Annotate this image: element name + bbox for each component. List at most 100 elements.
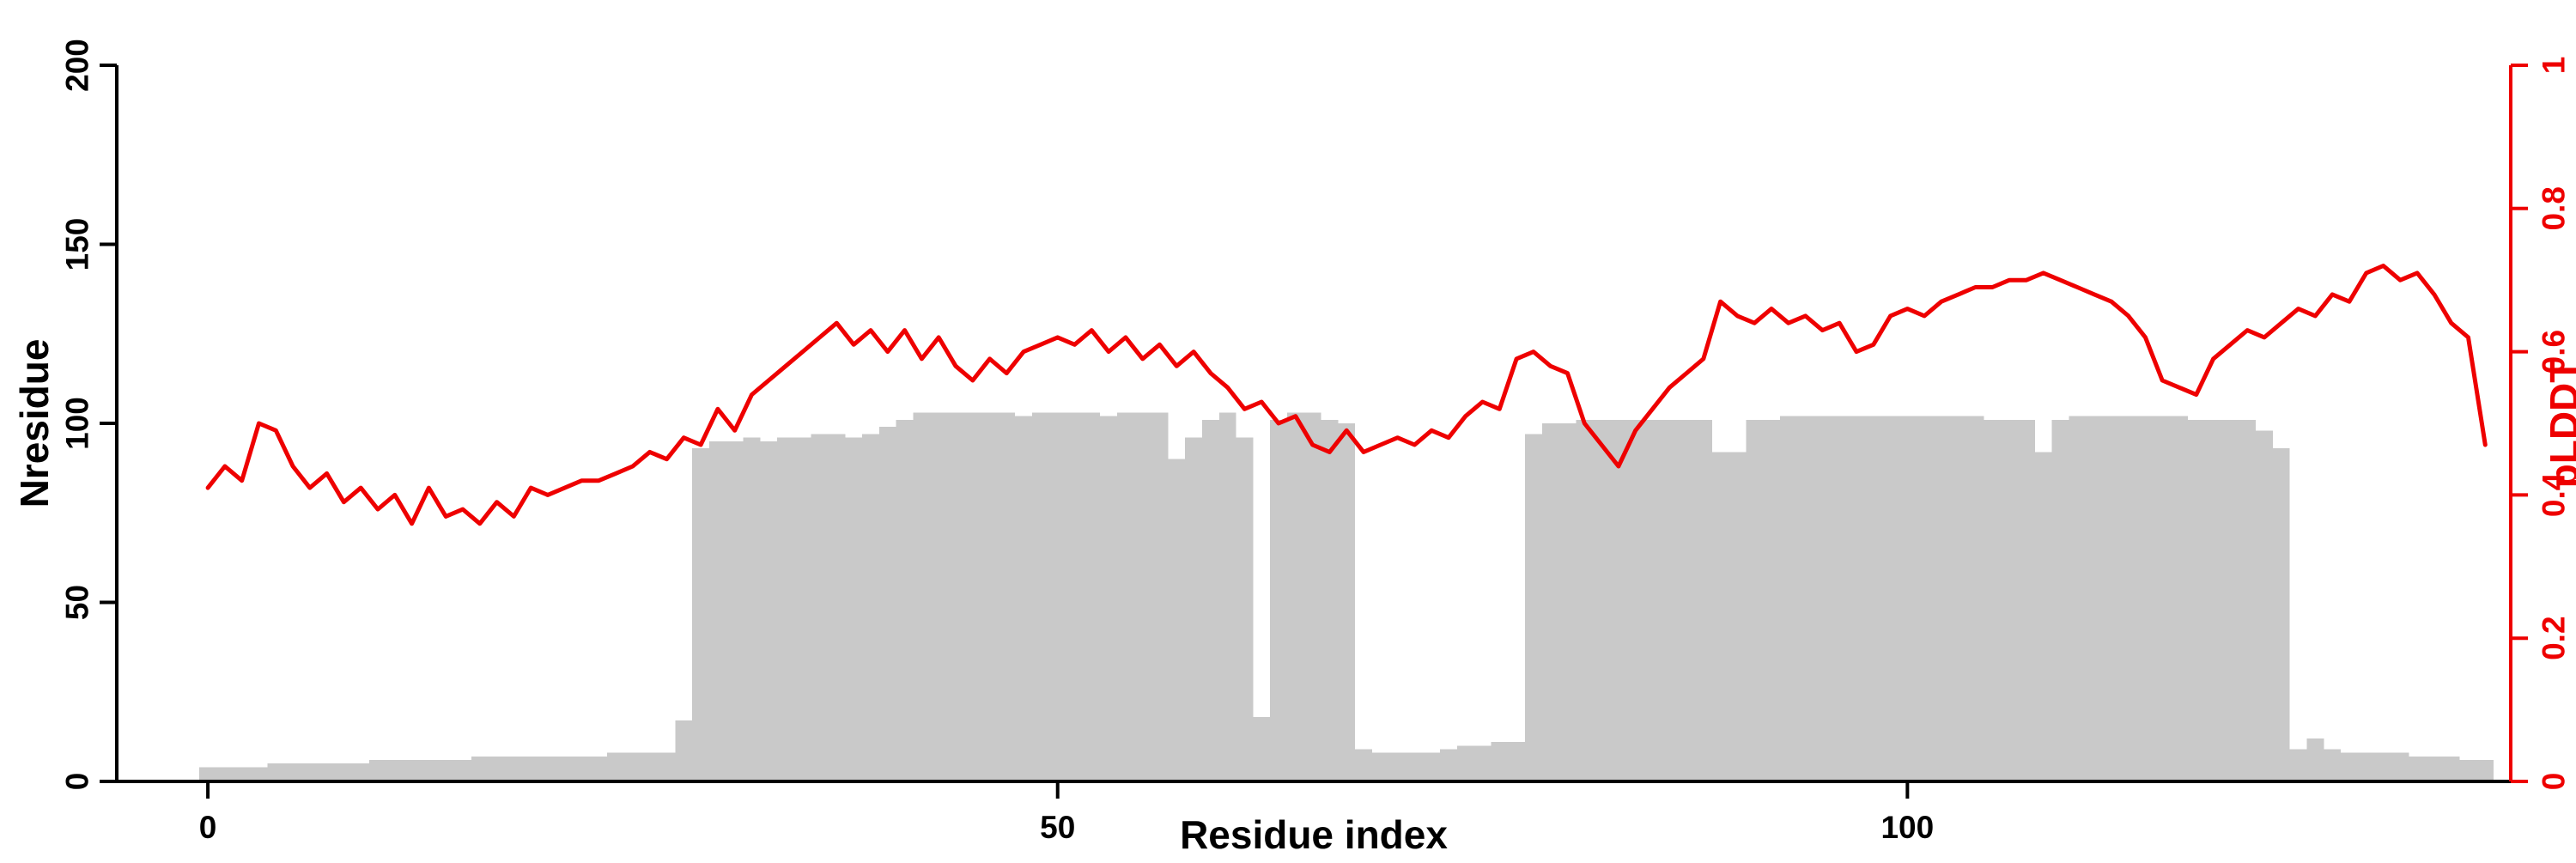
bar (1371, 752, 1389, 781)
bar (641, 752, 659, 781)
bar (1218, 412, 1236, 781)
bar (2034, 452, 2052, 781)
bar (1015, 416, 1032, 781)
bar (1848, 416, 1865, 781)
bar (1610, 419, 1627, 781)
bar (692, 448, 709, 781)
right-tick-label: 0.8 (2537, 186, 2572, 230)
x-axis-title: Residue index (1180, 812, 1448, 857)
bar (658, 752, 676, 781)
bar (1643, 419, 1662, 781)
bar (1083, 412, 1101, 781)
bar (1440, 749, 1457, 781)
bar (1984, 419, 2002, 781)
bar (862, 434, 879, 781)
x-tick-label: 100 (1880, 810, 1934, 845)
left-tick-label: 100 (60, 397, 95, 450)
right-tick-label: 1 (2537, 57, 2572, 75)
bar (760, 441, 778, 781)
bar (369, 760, 386, 781)
bar (1711, 452, 1729, 781)
bar (2239, 419, 2257, 781)
bar (199, 767, 216, 781)
bar (1491, 742, 1509, 781)
right-axis (2509, 64, 2528, 783)
bar (2324, 749, 2342, 781)
left-tick-label: 200 (60, 39, 95, 92)
plddt-line (205, 264, 2488, 526)
bar (471, 756, 489, 781)
bar (2154, 416, 2172, 781)
bar (1541, 423, 1559, 781)
bar (947, 412, 964, 781)
bar (743, 437, 761, 781)
left-axis-title: Nresidue (12, 339, 57, 508)
bar (913, 412, 931, 781)
bar (556, 756, 574, 781)
right-tick-label: 0.2 (2537, 616, 2572, 659)
bar (2001, 419, 2018, 781)
bar (1423, 752, 1441, 781)
bar (1100, 416, 1117, 781)
left-axis (100, 64, 118, 783)
bar (2171, 416, 2188, 781)
bar (624, 752, 641, 781)
nresidue-bars (199, 412, 2494, 781)
bar (1831, 416, 1849, 781)
bar (267, 763, 285, 781)
bar (2187, 419, 2205, 781)
bar (2103, 416, 2120, 781)
bar (963, 412, 981, 781)
bar (1661, 419, 1679, 781)
bar (1949, 416, 1967, 781)
left-tick-label: 0 (60, 773, 95, 791)
bar (2357, 752, 2375, 781)
bar (216, 767, 234, 781)
bar (709, 441, 726, 781)
bar (1746, 419, 1764, 781)
bar (505, 756, 523, 781)
bar (1626, 419, 1644, 781)
bar (573, 756, 591, 781)
bar (250, 767, 268, 781)
bar (1202, 419, 1219, 781)
bar (2256, 430, 2273, 781)
bar (1286, 412, 1304, 781)
bar (2476, 760, 2494, 781)
bar (301, 763, 319, 781)
bar (1456, 745, 1474, 781)
bar (726, 441, 744, 781)
bar (1321, 419, 1339, 781)
x-tick-label: 0 (199, 810, 217, 845)
bar (1355, 749, 1372, 781)
bar (522, 756, 540, 781)
x-tick-label: 50 (1040, 810, 1075, 845)
bar (1133, 412, 1151, 781)
bar (1728, 452, 1747, 781)
bar (2391, 752, 2409, 781)
bar (1168, 459, 1186, 781)
bar (2069, 416, 2087, 781)
bar (590, 756, 608, 781)
bar (2459, 760, 2477, 781)
bar (1558, 423, 1577, 781)
bar (2051, 419, 2069, 781)
bar (2426, 756, 2443, 781)
bar (1814, 416, 1832, 781)
bar (1473, 745, 1492, 781)
bar (1881, 416, 1899, 781)
bar (1032, 412, 1049, 781)
bar (1966, 416, 1984, 781)
bar (1525, 434, 1542, 781)
bar (896, 419, 914, 781)
bar (930, 412, 948, 781)
bar (386, 760, 404, 781)
bar (1899, 416, 1917, 781)
bar (284, 763, 301, 781)
bar (1593, 419, 1610, 781)
bar (2341, 752, 2358, 781)
bar (1388, 752, 1406, 781)
bar (1779, 416, 1797, 781)
bar (437, 760, 455, 781)
bar (981, 412, 999, 781)
